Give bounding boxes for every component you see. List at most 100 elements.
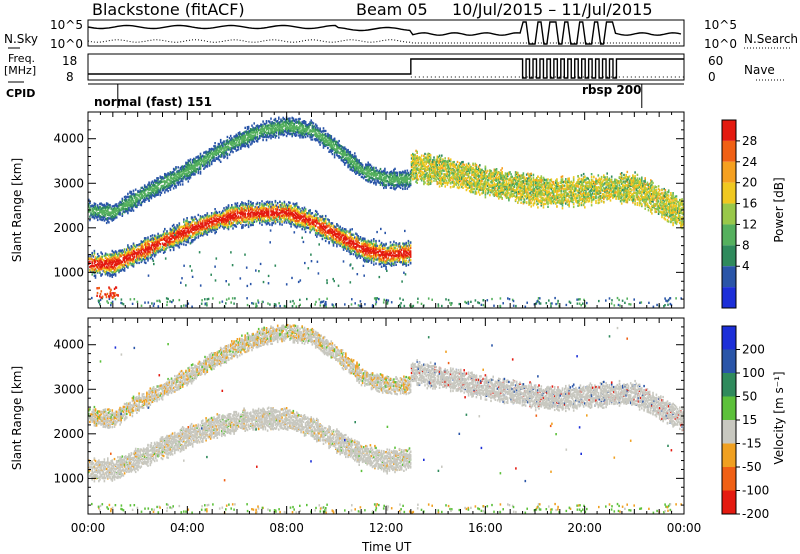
power-cell [367, 169, 369, 172]
power-cell [279, 205, 281, 209]
power-cell [262, 219, 264, 223]
power-cell [379, 262, 382, 266]
power-cell [358, 166, 360, 170]
power-cell [194, 158, 196, 161]
power-cell [381, 251, 384, 255]
power-cell [103, 216, 106, 219]
power-cell [253, 128, 255, 132]
power-cell [339, 152, 341, 155]
power-cell [117, 205, 119, 208]
power-cell [126, 200, 128, 203]
power-cell [186, 217, 188, 220]
power-cell [313, 216, 316, 219]
power-cell [206, 158, 209, 161]
power-cell [278, 212, 280, 215]
power-cell [289, 201, 291, 204]
power-cell [204, 223, 206, 226]
power-cell [100, 251, 102, 254]
power-cell [101, 211, 103, 215]
power-cell [348, 154, 350, 158]
power-cell [243, 212, 245, 216]
power-cell [141, 254, 144, 257]
power-cell [194, 217, 196, 220]
power-cell [284, 211, 287, 214]
power-cell [385, 242, 387, 245]
power-cell [274, 126, 277, 130]
power-cell [225, 215, 228, 219]
power-cell [126, 252, 128, 255]
power-cell [357, 236, 359, 239]
power-cell [340, 228, 343, 231]
power-cell [122, 254, 125, 257]
power-cell [336, 143, 338, 146]
power-cell [295, 209, 298, 212]
power-cell [164, 183, 166, 186]
power-cell [301, 129, 303, 132]
power-cell [247, 205, 250, 208]
power-cell [260, 208, 262, 211]
power-cell [94, 202, 97, 206]
power-cell [393, 249, 395, 252]
power-cell [367, 248, 369, 251]
power-cell [115, 264, 118, 267]
power-cell [101, 216, 103, 219]
power-cell [286, 121, 289, 124]
power-cell [218, 210, 221, 214]
power-cell [209, 154, 212, 157]
power-cell [333, 137, 336, 140]
power-cell [200, 157, 203, 160]
power-cell [194, 173, 196, 176]
power-cell [181, 167, 184, 170]
power-cell [149, 238, 152, 241]
power-cell [155, 249, 157, 253]
power-cell [275, 217, 278, 220]
power-cell [407, 239, 410, 243]
power-cell [210, 230, 213, 233]
power-cell [301, 124, 303, 127]
power-cell [151, 243, 154, 246]
power-cell [126, 248, 128, 251]
power-cell [278, 215, 280, 219]
power-cell [274, 119, 277, 122]
power-cell [284, 214, 287, 217]
power-cell [350, 167, 353, 171]
power-cell [396, 260, 398, 263]
power-cell [180, 240, 183, 244]
power-cell [381, 247, 384, 250]
power-cell [405, 250, 407, 253]
power-cell [346, 151, 348, 154]
power-cell [183, 218, 185, 221]
power-cell [204, 219, 206, 222]
power-cell [398, 242, 401, 245]
power-cell [301, 121, 303, 124]
power-cell [310, 225, 312, 228]
power-cell [267, 124, 270, 127]
power-cell [262, 212, 264, 215]
power-cell [195, 233, 197, 236]
power-cell [236, 212, 239, 215]
power-cell [183, 229, 185, 233]
power-cell [166, 246, 168, 249]
power-cell [319, 234, 321, 237]
power-cell [91, 273, 93, 276]
power-cell [303, 215, 306, 218]
power-cell [199, 234, 202, 237]
power-cell [394, 258, 396, 261]
power-cell [312, 130, 315, 133]
power-cell [303, 133, 306, 137]
power-cell [260, 215, 262, 218]
power-cell [137, 198, 139, 201]
power-cell [119, 259, 121, 262]
power-cell [309, 217, 311, 221]
nsky-tick-bottom: 10^0 [50, 37, 83, 51]
power-cell [199, 170, 202, 173]
power-cell [255, 131, 258, 134]
power-cell [185, 172, 187, 176]
power-cell [212, 215, 214, 218]
power-cell [263, 218, 265, 221]
power-cell [228, 141, 231, 144]
power-cell [118, 213, 120, 216]
power-cell [352, 169, 355, 172]
power-cell [148, 247, 150, 250]
power-cell [206, 161, 209, 164]
